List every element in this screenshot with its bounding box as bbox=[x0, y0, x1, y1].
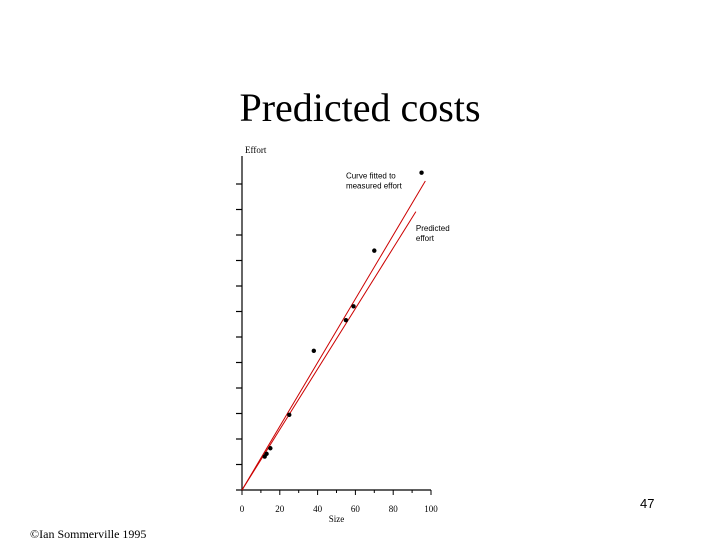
data-point bbox=[343, 318, 349, 323]
data-point bbox=[419, 170, 424, 175]
chart-axes bbox=[241, 156, 431, 491]
x-tick-label: 20 bbox=[275, 504, 285, 514]
data-point bbox=[351, 304, 356, 309]
y-axis-label: Effort bbox=[245, 145, 267, 155]
y-tick-marks bbox=[236, 183, 242, 491]
x-tick-label: 80 bbox=[389, 504, 399, 514]
x-tick-label: 40 bbox=[313, 504, 323, 514]
x-tick-label: 60 bbox=[351, 504, 361, 514]
predicted-effort-annotation: Predicted effort bbox=[416, 224, 450, 243]
fitted-curve-annotation: Curve fitted to measured effort bbox=[346, 171, 403, 190]
data-point bbox=[287, 412, 292, 418]
data-point bbox=[311, 348, 317, 354]
x-tick-labels: 0 20 40 60 80 100 bbox=[240, 490, 438, 514]
fit-lines bbox=[241, 180, 426, 491]
copyright-text: ©Ian Sommerville 1995 bbox=[30, 527, 147, 541]
annotation-line: Curve fitted to bbox=[346, 171, 396, 180]
x-tick-label: 0 bbox=[240, 504, 245, 514]
x-tick-label: 100 bbox=[424, 504, 438, 514]
fitted-curve-line bbox=[241, 180, 426, 491]
data-points bbox=[262, 170, 424, 459]
x-axis-label: Size bbox=[329, 514, 345, 524]
data-point bbox=[372, 248, 377, 253]
annotation-line: measured effort bbox=[346, 181, 403, 190]
page-number: 47 bbox=[640, 496, 655, 511]
chart-annotations: Curve fitted to measured effort Predicted e… bbox=[346, 171, 450, 243]
predicted-effort-line bbox=[241, 211, 417, 491]
slide-title: Predicted costs bbox=[239, 85, 481, 130]
annotation-line: Predicted bbox=[416, 224, 450, 233]
data-point bbox=[268, 446, 273, 451]
data-point bbox=[264, 451, 269, 457]
annotation-line: effort bbox=[416, 234, 435, 243]
